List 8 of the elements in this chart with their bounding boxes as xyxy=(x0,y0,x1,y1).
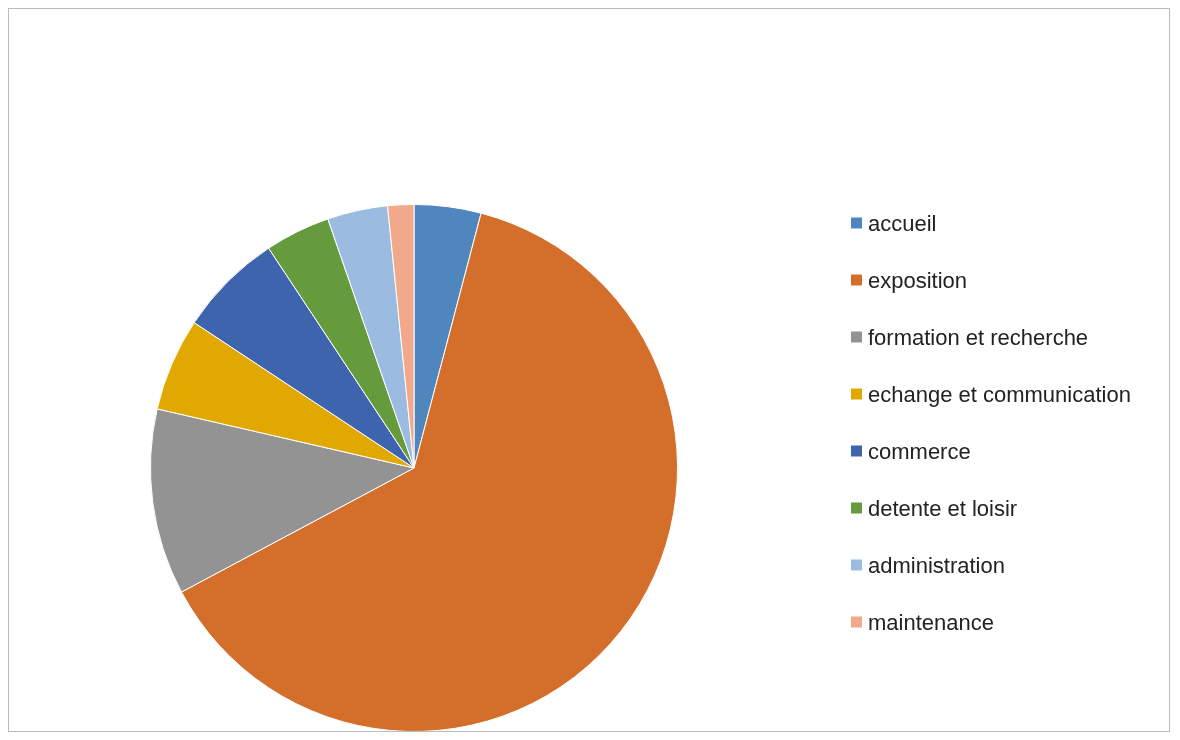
legend-label: detente et loisir xyxy=(868,495,1018,521)
legend-label: accueil xyxy=(868,210,937,236)
legend-label: formation et recherche xyxy=(868,324,1089,350)
legend-label: administration xyxy=(868,552,1005,578)
legend-label: exposition xyxy=(868,267,968,293)
legend-label: echange et communication xyxy=(868,381,1131,407)
legend-label: maintenance xyxy=(868,609,994,635)
legend-label: commerce xyxy=(868,438,971,464)
